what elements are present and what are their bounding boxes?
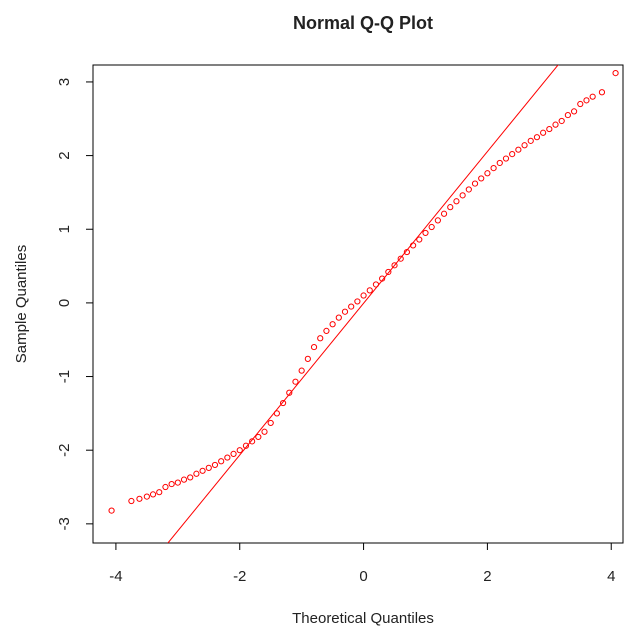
point [360, 292, 367, 299]
point [286, 389, 293, 396]
point [564, 111, 571, 119]
point [459, 192, 466, 199]
x-tick-label: -2 [233, 568, 246, 585]
point [471, 180, 479, 187]
point [205, 464, 212, 471]
point [478, 175, 485, 182]
point [521, 142, 528, 149]
point [298, 367, 305, 374]
point [558, 117, 565, 125]
point [168, 480, 175, 488]
point [403, 248, 411, 256]
point [335, 314, 342, 321]
point [496, 159, 503, 167]
point [540, 129, 547, 136]
point [261, 428, 268, 435]
point [570, 108, 578, 115]
y-tick-label: 2 [56, 151, 73, 159]
point [108, 507, 115, 514]
chart-title: Normal Q-Q Plot [293, 13, 433, 33]
point [230, 450, 237, 457]
point [193, 470, 200, 477]
point [397, 255, 404, 262]
point [428, 223, 435, 231]
point [199, 467, 206, 474]
x-tick-label: 4 [607, 568, 615, 585]
point [162, 483, 169, 491]
point [416, 236, 423, 243]
point [211, 461, 219, 469]
point [577, 100, 584, 108]
point [453, 198, 460, 205]
point [156, 489, 163, 496]
point [149, 491, 157, 498]
point [372, 281, 380, 288]
point [385, 268, 392, 276]
point [465, 186, 472, 193]
point [533, 134, 541, 141]
point [502, 155, 510, 162]
point [434, 217, 441, 224]
point [583, 97, 590, 104]
point [310, 343, 318, 351]
point [292, 378, 299, 385]
point [317, 335, 324, 342]
point [143, 493, 150, 500]
x-tick-label: 0 [359, 568, 367, 585]
point [366, 287, 373, 294]
point [267, 419, 274, 427]
y-tick-label: 0 [56, 299, 73, 307]
plot-frame [92, 64, 624, 544]
point [323, 327, 330, 334]
point [174, 479, 181, 486]
point [348, 303, 355, 310]
x-axis-label: Theoretical Quantiles [292, 610, 434, 627]
point [187, 474, 194, 481]
point [447, 204, 454, 211]
point [180, 476, 188, 483]
point [589, 93, 596, 100]
point [341, 308, 349, 315]
point [136, 495, 143, 502]
point [242, 442, 250, 449]
point [128, 497, 135, 505]
point [329, 321, 336, 328]
point [440, 210, 448, 217]
point [515, 146, 522, 153]
point [612, 70, 619, 77]
y-tick-label: -2 [56, 444, 73, 457]
point [249, 438, 256, 445]
point [304, 355, 311, 362]
y-tick-label: -3 [56, 517, 73, 530]
point [552, 121, 559, 128]
y-tick-label: 1 [56, 225, 73, 233]
reference-line [167, 65, 559, 543]
point [410, 242, 417, 249]
point [422, 229, 429, 237]
x-tick-label: -4 [109, 568, 122, 585]
point [391, 262, 398, 269]
point [490, 165, 497, 172]
point [598, 89, 606, 96]
point [509, 151, 516, 158]
point [527, 137, 534, 144]
point [546, 125, 553, 133]
point [236, 447, 243, 454]
point [279, 399, 287, 407]
point [218, 458, 225, 465]
point [255, 433, 262, 441]
y-tick-label: 3 [56, 78, 73, 86]
point [354, 298, 361, 305]
x-tick-label: 2 [483, 568, 491, 585]
point [379, 275, 386, 282]
y-tick-label: -1 [56, 370, 73, 383]
point [224, 454, 231, 461]
point [484, 170, 491, 177]
y-axis-label: Sample Quantiles [13, 245, 30, 363]
point [273, 410, 280, 417]
